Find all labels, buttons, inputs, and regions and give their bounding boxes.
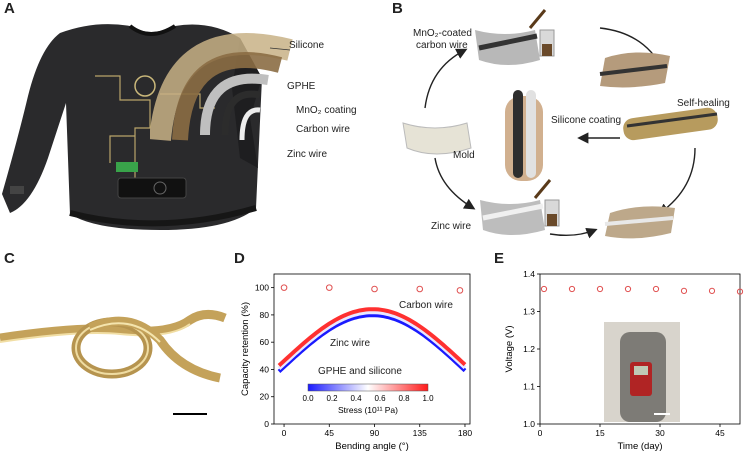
y-tick-label: 20: [260, 392, 270, 402]
label-silicone-coating: Silicone coating: [551, 115, 622, 126]
colorbar-tick-label: 0.8: [398, 394, 410, 403]
voltage-point: [652, 285, 660, 293]
retention-point: [280, 284, 288, 291]
label-self-healing: Self-healing: [677, 98, 730, 109]
annotation-gphe-silicone: GPHE and silicone: [318, 366, 402, 377]
label-gphe: GPHE: [287, 81, 316, 92]
voltage-point: [624, 285, 632, 293]
stress-band-2: [277, 307, 467, 367]
x-tick-label: 0: [282, 428, 287, 438]
panel-d-letter: D: [234, 250, 245, 267]
panel-c-letter: C: [4, 250, 15, 267]
label-zinc-wire-b: Zinc wire: [431, 221, 472, 232]
voltage-point: [596, 285, 604, 293]
annotation-zinc-wire: Zinc wire: [330, 338, 371, 349]
x-tick-label: 30: [655, 428, 665, 438]
voltage-point: [736, 288, 744, 295]
y-tick-label: 1.3: [523, 307, 535, 317]
y-axis-label: Voltage (V): [504, 326, 515, 373]
label-mold: Mold: [453, 150, 475, 161]
chart-d-capacity-retention: 0 45 90 135 180 0 20 40 60 80 100 Bending angle (°)…: [240, 273, 472, 452]
x-tick-label: 135: [413, 428, 427, 438]
colorbar-tick-label: 0.6: [374, 394, 386, 403]
y-tick-label: 1.1: [523, 382, 535, 392]
x-tick-label: 180: [458, 428, 472, 438]
colorbar-tick-label: 1.0: [422, 394, 434, 403]
inset-multimeter-display: [634, 366, 648, 375]
x-tick-label: 90: [370, 428, 380, 438]
y-tick-label: 60: [260, 337, 270, 347]
retention-point: [456, 287, 464, 294]
y-tick-label: 0: [264, 419, 269, 429]
x-tick-label: 45: [715, 428, 725, 438]
battery-indicator: [116, 162, 138, 172]
voltage-point: [680, 287, 688, 294]
stress-band-1: [277, 310, 467, 370]
colorbar-label: Stress (10¹¹ Pa): [338, 405, 398, 415]
label-mno2-coated-line1: MnO₂-coated: [413, 28, 472, 39]
label-zinc-wire-a: Zinc wire: [287, 149, 328, 160]
label-mno2-coating: MnO₂ coating: [296, 105, 357, 116]
retention-point: [416, 285, 424, 293]
x-tick-label: 45: [325, 428, 335, 438]
colorbar: [307, 383, 429, 392]
y-tick-label: 80: [260, 310, 270, 320]
x-tick-label: 0: [538, 428, 543, 438]
y-tick-label: 1.4: [523, 269, 535, 279]
colorbar-tick-label: 0.4: [350, 394, 362, 403]
stress-band-0: [277, 313, 467, 373]
voltage-point: [540, 285, 548, 293]
label-carbon-wire: Carbon wire: [296, 124, 350, 135]
panel-e-letter: E: [494, 250, 505, 267]
x-axis-label: Bending angle (°): [335, 441, 409, 452]
colorbar-tick-label: 0.0: [302, 394, 314, 403]
panel-b-letter: B: [392, 0, 403, 17]
voltage-point: [568, 285, 576, 293]
x-tick-label: 15: [595, 428, 605, 438]
plot-frame: [273, 273, 471, 425]
fabrication-process-diagram: [402, 9, 718, 239]
knotted-fiber-photo: [0, 310, 227, 415]
y-tick-label: 40: [260, 364, 270, 374]
y-tick-label: 1.0: [523, 419, 535, 429]
retention-point: [371, 285, 378, 293]
y-axis-label: Capacity retention (%): [240, 302, 251, 396]
fiber-battery-layers: [150, 33, 293, 142]
retention-point: [325, 284, 333, 291]
x-axis-label: Time (day): [617, 441, 662, 452]
label-silicone: Silicone: [289, 40, 325, 51]
panel-a-letter: A: [4, 0, 15, 17]
voltage-point: [708, 287, 716, 294]
y-tick-label: 100: [255, 283, 269, 293]
chart-e-voltage: 0 15 30 45 1.0 1.1 1.2 1.3 1.4 Time (day) Voltage …: [504, 269, 744, 452]
colorbar-tick-label: 0.2: [326, 394, 338, 403]
label-mno2-coated-line2: carbon wire: [416, 40, 468, 51]
annotation-carbon-wire: Carbon wire: [399, 300, 453, 311]
y-tick-label: 1.2: [523, 344, 535, 354]
